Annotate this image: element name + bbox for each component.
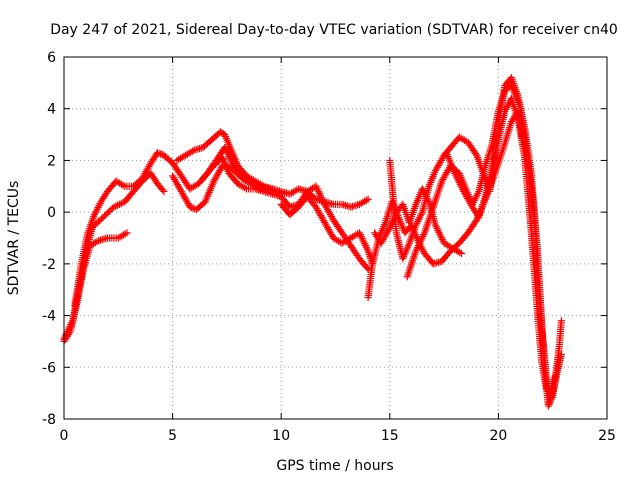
y-tick-label: -4 [42,309,56,325]
y-axis-label: SDTVAR / TECUs [6,181,22,296]
data-point [364,195,372,203]
x-tick-label: 0 [60,428,69,444]
y-tick-label: -2 [42,257,56,273]
chart-title: Day 247 of 2021, Sidereal Day-to-day VTE… [50,22,618,38]
y-tick-label: -6 [42,360,56,376]
series-12 [442,94,563,397]
y-tick-label: 2 [47,153,56,169]
y-tick-label: 4 [47,102,56,118]
data-point [364,265,372,273]
data-point [160,187,168,196]
y-tick-label: 6 [47,50,56,66]
plot-frame [63,56,608,420]
x-tick-label: 15 [381,428,399,444]
x-tick-label: 20 [489,428,507,444]
x-tick-label: 10 [272,428,290,444]
x-axis-label: GPS time / hours [276,458,393,474]
data-point [457,249,466,258]
data-point [557,350,565,358]
x-tick-label: 5 [168,428,177,444]
y-tick-label: 0 [47,205,56,221]
data-point [555,361,563,369]
data-points [60,74,565,410]
y-tick-label: -8 [42,412,56,428]
data-point [123,229,131,237]
x-tick-label: 25 [598,428,616,444]
axis-ticks [63,56,608,420]
tick-labels: 0 5 10 15 20 25 -8 -6 -4 -2 0 2 4 6 [42,50,616,444]
data-point [557,317,565,325]
